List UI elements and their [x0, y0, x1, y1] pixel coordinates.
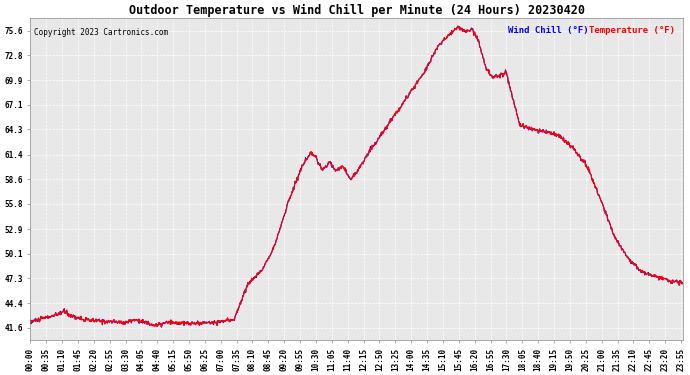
Temperature (°F)	[460, 28, 468, 32]
Wind Chill (°F)	[155, 322, 164, 327]
Temperature (°F)	[602, 212, 611, 217]
Wind Chill (°F)	[26, 318, 34, 322]
Legend: Wind Chill (°F), Temperature (°F): Wind Chill (°F), Temperature (°F)	[508, 26, 675, 35]
Line: Wind Chill (°F): Wind Chill (°F)	[30, 26, 683, 327]
Wind Chill (°F)	[602, 213, 611, 217]
Temperature (°F)	[679, 281, 687, 285]
Text: Copyright 2023 Cartronics.com: Copyright 2023 Cartronics.com	[34, 28, 168, 37]
Wind Chill (°F)	[460, 27, 468, 32]
Wind Chill (°F)	[157, 325, 166, 329]
Wind Chill (°F)	[454, 24, 462, 28]
Temperature (°F)	[155, 322, 164, 327]
Temperature (°F)	[157, 325, 166, 329]
Wind Chill (°F)	[679, 280, 687, 285]
Title: Outdoor Temperature vs Wind Chill per Minute (24 Hours) 20230420: Outdoor Temperature vs Wind Chill per Mi…	[128, 4, 584, 17]
Wind Chill (°F)	[544, 129, 553, 134]
Wind Chill (°F)	[172, 320, 180, 325]
Line: Temperature (°F): Temperature (°F)	[30, 26, 683, 327]
Wind Chill (°F)	[245, 281, 253, 286]
Temperature (°F)	[454, 24, 462, 28]
Temperature (°F)	[26, 318, 34, 322]
Temperature (°F)	[544, 129, 553, 134]
Temperature (°F)	[172, 320, 180, 325]
Temperature (°F)	[245, 281, 253, 286]
